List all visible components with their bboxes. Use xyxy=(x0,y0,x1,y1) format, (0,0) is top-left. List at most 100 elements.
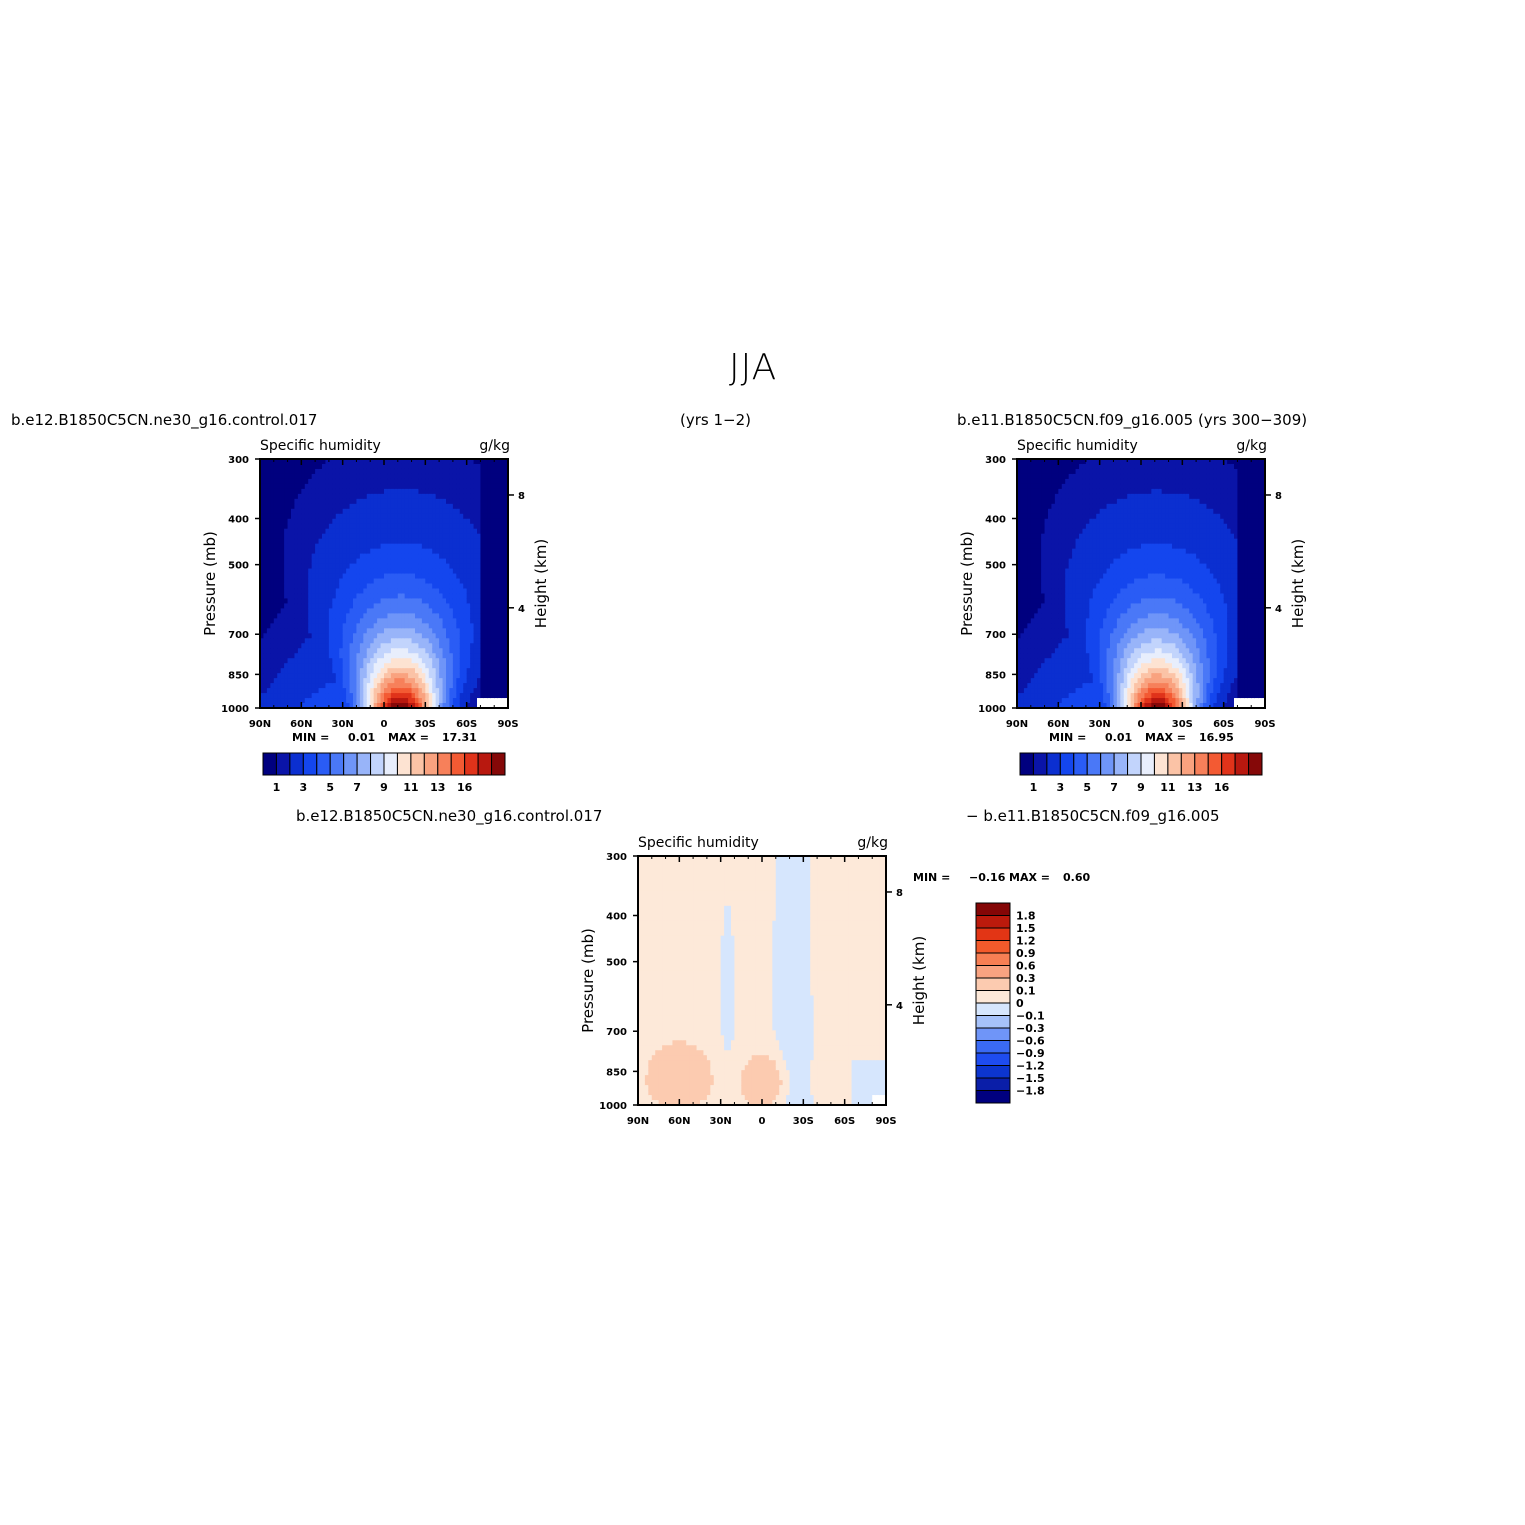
contour-cell xyxy=(339,588,344,595)
contour-cell xyxy=(501,508,506,515)
contour-cell xyxy=(1082,553,1087,560)
contour-cell xyxy=(325,573,330,580)
contour-cell xyxy=(404,508,409,515)
contour-cell xyxy=(315,568,320,575)
contour-cell xyxy=(1017,473,1022,480)
contour-cell xyxy=(401,478,406,485)
contour-cell xyxy=(263,698,268,704)
contour-cell xyxy=(1068,608,1073,614)
contour-cell xyxy=(1051,633,1056,639)
contour-cell xyxy=(473,633,478,639)
contour-cell xyxy=(363,583,368,590)
contour-cell xyxy=(421,618,426,624)
contour-cell xyxy=(1061,618,1066,624)
contour-cell xyxy=(1030,459,1035,465)
contour-cell xyxy=(377,653,382,659)
contour-cell xyxy=(1058,553,1063,560)
contour-cell xyxy=(266,603,271,609)
contour-cell xyxy=(363,523,368,530)
contour-cell xyxy=(442,608,447,614)
contour-cell xyxy=(1023,658,1028,664)
contour-cell xyxy=(1037,538,1042,545)
contour-cell xyxy=(322,663,327,669)
contour-cell xyxy=(294,513,299,520)
contour-cell xyxy=(315,588,320,595)
contour-cell xyxy=(446,463,451,470)
contour-cell xyxy=(415,508,420,515)
contour-cell xyxy=(463,578,468,585)
contour-cell xyxy=(1023,553,1028,560)
contour-cell xyxy=(1061,683,1066,689)
contour-cell xyxy=(449,568,454,575)
contour-cell xyxy=(1092,473,1097,480)
contour-cell xyxy=(1089,478,1094,485)
contour-cell xyxy=(359,563,364,570)
contour-cell xyxy=(322,583,327,590)
contour-cell xyxy=(483,568,488,575)
contour-cell xyxy=(1044,463,1049,470)
contour-cell xyxy=(456,463,461,470)
contour-cell xyxy=(363,653,368,659)
contour-cell xyxy=(1068,558,1073,565)
contour-cell xyxy=(404,693,409,699)
contour-cell xyxy=(490,628,495,634)
contour-cell xyxy=(473,678,478,684)
contour-cell xyxy=(477,563,482,570)
contour-cell xyxy=(373,463,378,470)
contour-cell xyxy=(301,538,306,545)
contour-cell xyxy=(353,473,358,480)
contour-cell xyxy=(366,603,371,609)
contour-cell xyxy=(1027,508,1032,515)
contour-cell xyxy=(449,498,454,505)
contour-cell xyxy=(432,578,437,585)
contour-cell xyxy=(325,563,330,570)
contour-cell xyxy=(477,628,482,634)
contour-cell xyxy=(1054,618,1059,624)
contour-cell xyxy=(270,658,275,664)
contour-cell xyxy=(442,583,447,590)
contour-cell xyxy=(470,523,475,530)
contour-cell xyxy=(394,498,399,505)
contour-cell xyxy=(315,513,320,520)
contour-cell xyxy=(325,468,330,475)
contour-cell xyxy=(380,668,385,674)
contour-cell xyxy=(384,459,389,465)
contour-cell xyxy=(387,573,392,580)
contour-cell xyxy=(404,608,409,614)
contour-cell xyxy=(490,563,495,570)
contour-cell xyxy=(418,508,423,515)
contour-cell xyxy=(452,478,457,485)
contour-cell xyxy=(470,563,475,570)
contour-cell xyxy=(346,603,351,609)
contour-cell xyxy=(1082,613,1087,619)
contour-cell xyxy=(1048,648,1053,654)
contour-cell xyxy=(1044,553,1049,560)
contour-cell xyxy=(487,508,492,515)
contour-cell xyxy=(442,459,447,465)
contour-cell xyxy=(308,583,313,590)
contour-cell xyxy=(370,543,375,550)
contour-cell xyxy=(356,698,361,704)
contour-cell xyxy=(1103,508,1108,515)
contour-cell xyxy=(1041,673,1046,679)
contour-cell xyxy=(1061,578,1066,585)
contour-cell xyxy=(477,673,482,679)
contour-cell xyxy=(325,703,330,709)
contour-cell xyxy=(470,578,475,585)
contour-cell xyxy=(1041,683,1046,689)
contour-cell xyxy=(335,608,340,614)
contour-cell xyxy=(470,488,475,495)
contour-cell xyxy=(287,538,292,545)
contour-cell xyxy=(297,673,302,679)
contour-cell xyxy=(335,588,340,595)
contour-cell xyxy=(504,663,509,669)
contour-cell xyxy=(480,643,485,649)
contour-cell xyxy=(277,468,282,475)
contour-cell xyxy=(421,533,426,540)
contour-cell xyxy=(408,583,413,590)
contour-cell xyxy=(1023,478,1028,485)
contour-cell xyxy=(1079,608,1084,614)
contour-cell xyxy=(359,673,364,679)
contour-cell xyxy=(346,588,351,595)
contour-cell xyxy=(304,523,309,530)
